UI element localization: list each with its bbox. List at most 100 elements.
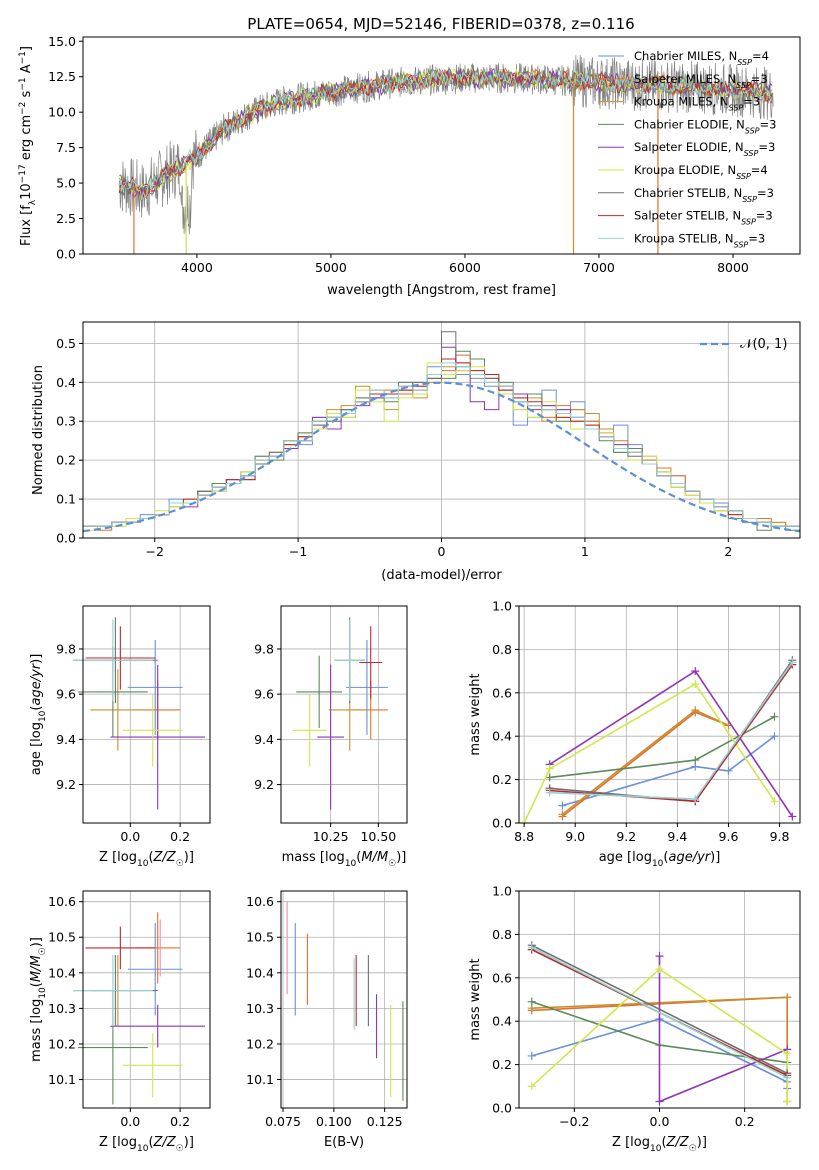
y-axis-label: Normed distribution bbox=[31, 365, 46, 495]
y-tick-label: 0.0 bbox=[56, 247, 76, 262]
x-tick-label: −1 bbox=[289, 544, 307, 559]
x-axis-label: Z [log10(Z/Z☉)] bbox=[99, 850, 194, 869]
y-tick-label: 10.5 bbox=[48, 930, 76, 945]
axes-frame bbox=[280, 890, 408, 1109]
age-vs-mass-panel: 10.25 10.50 9.2 9.4 9.6 9.8 mass [log10(M/M☉)] bbox=[254, 605, 408, 869]
y-tick-label: 9.2 bbox=[56, 777, 76, 792]
y-axis-label: Flux [fλ10−17 erg cm−2 s−1 A−1] bbox=[18, 46, 38, 246]
y-tick-label: 0.4 bbox=[492, 1014, 512, 1029]
y-tick-label: 10.2 bbox=[48, 1036, 76, 1051]
weight-line-kroupa_elodie bbox=[523, 683, 776, 824]
y-tick-label: 0.4 bbox=[492, 729, 512, 744]
y-axis-label: mass weight bbox=[468, 958, 483, 1040]
axes-frame bbox=[82, 36, 801, 255]
weight-point-kroupa_elodie bbox=[545, 764, 554, 773]
weight-point-chabrier_elodie bbox=[691, 756, 700, 765]
weight-point-kroupa_stelib bbox=[691, 795, 700, 804]
x-tick-label: 9.0 bbox=[565, 829, 585, 844]
y-tick-label: 15.0 bbox=[48, 34, 76, 49]
y-tick-label: 0.0 bbox=[492, 816, 512, 831]
weight-point-chabrier_miles bbox=[724, 766, 733, 775]
y-tick-label: 0.0 bbox=[56, 531, 76, 546]
y-tick-label: 10.5 bbox=[246, 930, 274, 945]
weight-point-salpeter_elodie bbox=[788, 812, 797, 821]
y-tick-label: 0.5 bbox=[56, 336, 76, 351]
weight-point-kroupa_stelib bbox=[788, 658, 797, 667]
x-tick-label: −0.2 bbox=[559, 1114, 589, 1129]
model-kroupa_stelib bbox=[118, 66, 773, 199]
x-tick-label: 0.100 bbox=[316, 1114, 352, 1129]
x-axis-label: Z [log10(Z/Z☉)] bbox=[612, 1135, 707, 1154]
x-tick-label: 9.2 bbox=[616, 829, 636, 844]
weight-point-kroupa_elodie bbox=[783, 1049, 792, 1058]
histogram-steps bbox=[83, 331, 800, 533]
weight-point-kroupa_elodie bbox=[691, 680, 700, 689]
y-axis-label: age [log10(age/yr)] bbox=[29, 654, 48, 776]
legend-label-chabrier_miles: Chabrier MILES, NSSP=4 bbox=[634, 49, 769, 67]
weight-point-kroupa_stelib bbox=[545, 788, 554, 797]
y-tick-label: 0.6 bbox=[492, 970, 512, 985]
y-tick-label: 1.0 bbox=[492, 599, 512, 614]
y-axis-label: mass [log10(M/M☉)] bbox=[29, 937, 48, 1062]
y-tick-label: 10.4 bbox=[48, 965, 76, 980]
legend-label-kroupa_miles: Kroupa MILES, NSSP=3 bbox=[634, 95, 760, 113]
age-vs-metallicity-panel: 0.0 0.2 9.2 9.4 9.6 9.8 Z [log10(Z/Z☉)] age [lo… bbox=[29, 605, 211, 869]
weight-point-chabrier_miles bbox=[558, 801, 567, 810]
legend-label-chabrier_stelib: Chabrier STELIB, NSSP=3 bbox=[634, 186, 774, 204]
x-tick-label: 0.075 bbox=[265, 1114, 301, 1129]
x-tick-label: 0.125 bbox=[367, 1114, 403, 1129]
y-tick-label: 10.2 bbox=[246, 1036, 274, 1051]
x-tick-label: 4000 bbox=[181, 260, 213, 275]
mass-vs-ebv-panel: 0.075 0.100 0.125 10.1 10.2 10.3 10.4 10.5 10.6 E… bbox=[246, 890, 408, 1150]
weight-line-salpeter_miles bbox=[561, 711, 729, 818]
x-tick-label: 8.8 bbox=[514, 829, 534, 844]
weight-point-kroupa_miles bbox=[691, 706, 700, 715]
axes-frame bbox=[82, 890, 211, 1109]
weight-point-kroupa_miles bbox=[783, 993, 792, 1002]
weight-line-chabrier_stelib bbox=[531, 944, 788, 1075]
x-tick-label: 9.6 bbox=[719, 829, 739, 844]
weight-point-kroupa_stelib bbox=[783, 1073, 792, 1082]
histogram-kroupa_stelib bbox=[83, 362, 800, 527]
y-tick-label: 9.2 bbox=[254, 777, 274, 792]
weight-point-salpeter_elodie bbox=[655, 1097, 664, 1106]
x-tick-label: −2 bbox=[145, 544, 163, 559]
x-tick-label: 0.2 bbox=[735, 1114, 755, 1129]
weight-point-kroupa_elodie bbox=[770, 797, 779, 806]
legend-label-salpeter_stelib: Salpeter STELIB, NSSP=3 bbox=[634, 209, 773, 227]
weight-point-kroupa_stelib bbox=[527, 943, 536, 952]
axes-frame bbox=[518, 605, 801, 824]
x-tick-label: 10.50 bbox=[360, 829, 396, 844]
gaussian-curve bbox=[83, 381, 800, 533]
model-salpeter_stelib bbox=[118, 67, 773, 198]
figure-title: PLATE=0654, MJD=52146, FIBERID=0378, z=0… bbox=[247, 15, 634, 33]
y-tick-label: 0.1 bbox=[56, 492, 76, 507]
x-tick-label: 1 bbox=[581, 544, 589, 559]
y-tick-label: 2.5 bbox=[56, 211, 76, 226]
weight-point-chabrier_miles bbox=[770, 732, 779, 741]
x-axis-label: (data-model)/error bbox=[381, 568, 502, 583]
y-tick-label: 0.2 bbox=[56, 453, 76, 468]
y-tick-label: 10.1 bbox=[48, 1072, 76, 1087]
x-tick-label: 0.2 bbox=[170, 829, 190, 844]
weight-point-kroupa_elodie bbox=[783, 1097, 792, 1106]
y-tick-label: 12.5 bbox=[48, 69, 76, 84]
legend-label-salpeter_elodie: Salpeter ELODIE, NSSP=3 bbox=[634, 140, 775, 158]
x-axis-label: age [log10(age/yr)] bbox=[599, 850, 721, 869]
y-tick-label: 0.6 bbox=[492, 685, 512, 700]
y-tick-label: 0.2 bbox=[492, 772, 512, 787]
weight-point-kroupa_elodie bbox=[527, 1082, 536, 1091]
x-axis-label: E(B-V) bbox=[324, 1135, 364, 1150]
y-tick-label: 9.4 bbox=[56, 732, 76, 747]
legend-label-chabrier_elodie: Chabrier ELODIE, NSSP=3 bbox=[634, 117, 776, 135]
weight-line-chabrier_elodie bbox=[549, 715, 775, 779]
residual-histogram-panel: −2 −1 0 1 2 0.0 0.1 0.2 0.3 0.4 0.5 𝒩(0, 1) (data-mo… bbox=[31, 321, 801, 583]
y-tick-label: 0.3 bbox=[56, 414, 76, 429]
y-tick-label: 0.4 bbox=[56, 375, 76, 390]
y-tick-label: 10.6 bbox=[246, 894, 274, 909]
y-tick-label: 10.0 bbox=[48, 105, 76, 120]
y-tick-label: 10.3 bbox=[246, 1001, 274, 1016]
x-tick-label: 0.0 bbox=[120, 1114, 140, 1129]
legend-label-kroupa_stelib: Kroupa STELIB, NSSP=3 bbox=[634, 231, 765, 249]
x-tick-label: 9.4 bbox=[667, 829, 687, 844]
